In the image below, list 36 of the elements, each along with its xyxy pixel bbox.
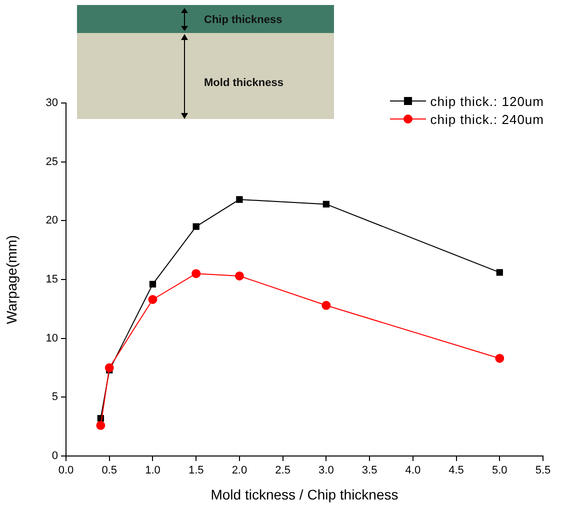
point	[192, 223, 200, 230]
y-axis-title: Warpage(mm)	[3, 235, 20, 324]
point	[322, 200, 330, 208]
x-tick-label: 5.5	[535, 464, 551, 477]
x-tick-label: 2.0	[232, 464, 248, 477]
x-tick-label: 3.5	[362, 464, 378, 477]
y-tick-label: 5	[52, 391, 58, 404]
x-tick-label: 4.5	[448, 464, 464, 477]
point	[496, 269, 503, 276]
x-tick-label: 3.0	[318, 464, 334, 477]
point	[236, 196, 243, 203]
legend-label: chip thick.: 120um	[430, 94, 544, 108]
point	[192, 269, 201, 278]
x-tick-label: 1.0	[145, 464, 160, 477]
x-axis-title: Mold tickness / Chip thickness	[210, 486, 398, 502]
x-tick-label: 0.0	[58, 464, 74, 477]
point	[495, 354, 504, 363]
point	[149, 280, 156, 288]
point	[234, 271, 244, 280]
legend-label: chip thick.: 240um	[430, 112, 544, 126]
point	[96, 420, 106, 430]
y-tick-label: 0	[52, 450, 58, 462]
y-tick-label: 15	[46, 274, 58, 286]
y-tick-label: 30	[46, 97, 58, 110]
x-tick-label: 1.5	[188, 464, 204, 477]
y-tick-label: 20	[46, 214, 58, 227]
x-tick-label: 0.5	[102, 464, 118, 477]
x-tick-label: 4.0	[405, 464, 421, 477]
point	[322, 300, 331, 310]
x-tick-label: 2.5	[275, 464, 290, 477]
y-tick-label: 10	[46, 332, 58, 344]
x-tick-label: 5.0	[492, 464, 508, 477]
point	[104, 363, 114, 372]
y-tick-label: 25	[46, 156, 58, 168]
point	[148, 295, 158, 304]
cross-section-picture: Chip thickness Mold thickness	[77, 5, 334, 119]
